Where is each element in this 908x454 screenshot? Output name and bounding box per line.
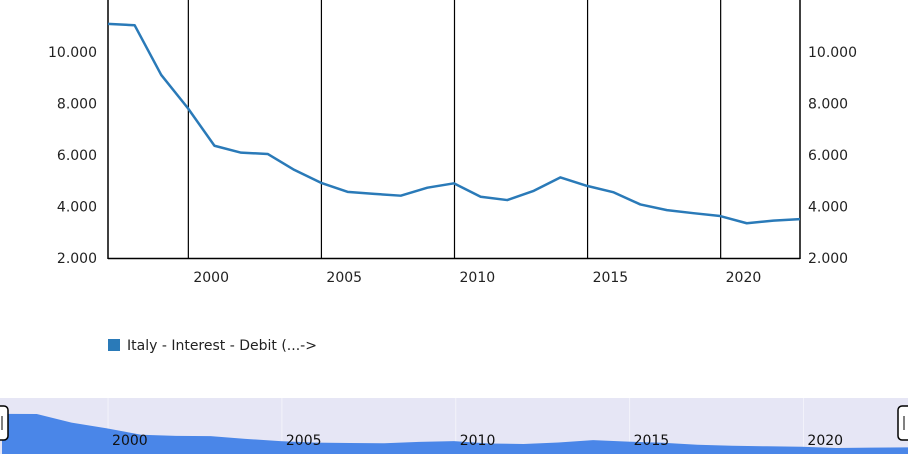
legend-swatch (108, 339, 120, 351)
legend-label[interactable]: Italy - Interest - Debit (...-> (127, 338, 317, 354)
x-tick-label: 2000 (193, 270, 229, 286)
navigator-tick-label: 2005 (286, 433, 322, 449)
legend[interactable]: Italy - Interest - Debit (...-> (108, 338, 317, 354)
y-tick-label-left: 2.000 (57, 251, 97, 267)
navigator-labels: 2000 2005 2010 2015 2020 (112, 433, 843, 449)
y-tick-label-right: 10.000 (808, 45, 857, 61)
y-tick-label-right: 8.000 (808, 97, 848, 113)
navigator-left-handle[interactable] (0, 405, 9, 441)
navigator-tick-label: 2020 (807, 433, 843, 449)
navigator-tick-label: 2010 (460, 433, 496, 449)
y-tick-label-left: 8.000 (57, 97, 97, 113)
x-tick-label: 2015 (593, 270, 629, 286)
y-tick-label-right: 6.000 (808, 148, 848, 164)
y-tick-label-right: 2.000 (808, 251, 848, 267)
navigator-area (0, 413, 908, 454)
navigator-tick-label: 2015 (634, 433, 670, 449)
y-axis-right-labels: 2.000 4.000 6.000 8.000 10.000 (808, 45, 857, 267)
x-tick-label: 2005 (326, 270, 362, 286)
y-tick-label-right: 4.000 (808, 200, 848, 216)
navigator[interactable]: 2000 2005 2010 2015 2020 (0, 398, 908, 454)
y-axis-left-labels: 2.000 4.000 6.000 8.000 10.000 (48, 45, 97, 267)
x-tick-label: 2020 (726, 270, 762, 286)
navigator-tick-label: 2000 (112, 433, 148, 449)
navigator-right-handle[interactable] (897, 405, 908, 441)
x-tick-label: 2010 (460, 270, 496, 286)
y-tick-label-left: 10.000 (48, 45, 97, 61)
y-tick-label-left: 4.000 (57, 200, 97, 216)
series-line-italy-interest-debit (107, 22, 801, 225)
x-axis-labels: 2000 2005 2010 2015 2020 (193, 270, 761, 286)
gridlines (187, 0, 722, 259)
y-tick-label-left: 6.000 (57, 148, 97, 164)
